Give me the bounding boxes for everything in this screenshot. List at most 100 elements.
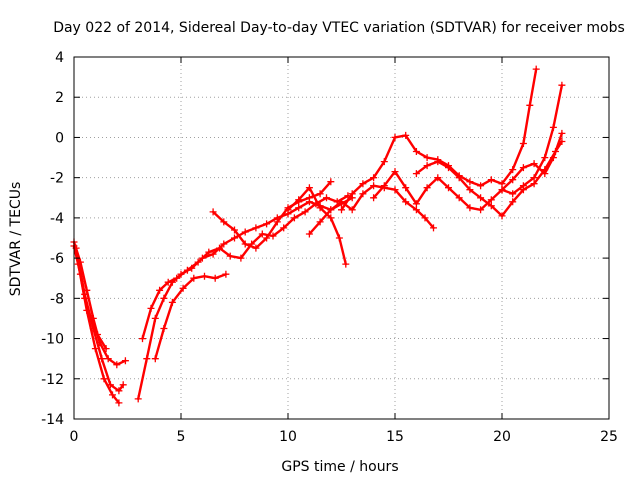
data-point: [295, 204, 303, 212]
y-tick-label: 4: [55, 50, 64, 66]
data-point: [509, 190, 517, 198]
data-point: [269, 232, 277, 240]
data-point: [109, 391, 116, 399]
data-point: [100, 375, 108, 383]
series-line: [372, 83, 564, 212]
data-point: [477, 182, 485, 190]
data-point: [115, 387, 123, 395]
data-point: [342, 260, 350, 268]
series-arc-11: [338, 65, 540, 214]
data-point: [194, 258, 202, 266]
data-point: [231, 226, 238, 234]
data-point: [558, 129, 566, 137]
data-point: [412, 200, 420, 208]
data-point: [526, 101, 534, 109]
data-point: [173, 274, 181, 282]
data-point: [549, 154, 557, 162]
x-tick-label: 25: [600, 429, 618, 445]
data-point: [391, 133, 399, 141]
data-point: [216, 244, 223, 252]
data-point: [423, 184, 431, 192]
data-point: [348, 190, 356, 198]
data-point: [549, 123, 557, 131]
series-arc-14: [498, 129, 566, 194]
data-point: [370, 182, 378, 190]
series-line: [211, 180, 332, 250]
data-point: [370, 174, 378, 182]
data-point: [284, 206, 292, 214]
series-line: [72, 244, 108, 350]
data-point: [226, 252, 234, 260]
data-point: [530, 160, 538, 168]
data-point: [338, 198, 345, 206]
data-point: [487, 196, 495, 204]
data-point: [179, 284, 187, 292]
data-point: [434, 158, 442, 166]
y-axis-label: SDTVAR / TECUs: [8, 182, 24, 297]
y-tick-label: -4: [50, 211, 64, 227]
data-point: [487, 176, 495, 184]
data-point: [220, 240, 228, 248]
data-point: [280, 224, 288, 232]
series-arc-13: [412, 138, 566, 220]
data-point: [498, 180, 506, 188]
data-point: [201, 272, 208, 280]
y-tick-label: -12: [41, 372, 64, 388]
data-point: [102, 345, 110, 353]
y-tick-label: 0: [55, 130, 64, 146]
data-point: [487, 202, 495, 210]
data-point: [509, 198, 517, 206]
data-point: [211, 274, 219, 282]
data-point: [323, 194, 330, 202]
data-point: [241, 240, 249, 248]
series-arc-6: [139, 192, 352, 343]
data-point: [370, 194, 378, 202]
x-tick-label: 15: [386, 429, 404, 445]
data-point: [183, 266, 191, 274]
series-arc-7: [151, 270, 230, 363]
series-layer: [70, 65, 566, 407]
data-point: [252, 224, 260, 232]
data-point: [119, 381, 127, 389]
data-point: [402, 198, 410, 206]
data-point: [402, 131, 410, 139]
data-point: [541, 154, 549, 162]
series-line: [500, 132, 564, 191]
data-point: [258, 230, 266, 238]
y-tick-label: -8: [50, 291, 64, 307]
x-axis-label: GPS time / hours: [281, 459, 398, 475]
plot-frame: [73, 56, 610, 420]
series-arc-4: [70, 242, 110, 353]
data-point: [168, 298, 176, 306]
data-point: [477, 194, 485, 202]
data-point: [290, 214, 298, 222]
series-arc-2: [72, 244, 127, 395]
data-point: [220, 218, 228, 226]
data-point: [160, 325, 168, 332]
data-point: [91, 345, 99, 353]
y-tick-label: -10: [41, 332, 64, 348]
data-point: [445, 184, 452, 192]
data-point: [305, 194, 313, 202]
chart-title: Day 022 of 2014, Sidereal Day-to-day VTE…: [53, 20, 625, 36]
data-point: [530, 174, 538, 182]
grid-layer: [74, 57, 609, 419]
data-point: [156, 286, 164, 294]
x-tick-label: 0: [70, 429, 79, 445]
data-point: [160, 294, 168, 302]
data-point: [421, 214, 429, 222]
data-point: [81, 294, 89, 302]
data-point: [134, 395, 142, 403]
data-point: [327, 178, 335, 186]
data-point: [412, 170, 420, 178]
series-arc-10: [305, 182, 437, 238]
series-line: [141, 194, 350, 340]
data-point: [205, 248, 213, 256]
data-point: [305, 230, 313, 238]
data-point: [151, 314, 159, 322]
data-point: [532, 65, 540, 73]
data-point: [423, 154, 431, 162]
data-point: [391, 168, 399, 176]
x-tick-label: 20: [493, 429, 511, 445]
data-point: [151, 355, 159, 363]
